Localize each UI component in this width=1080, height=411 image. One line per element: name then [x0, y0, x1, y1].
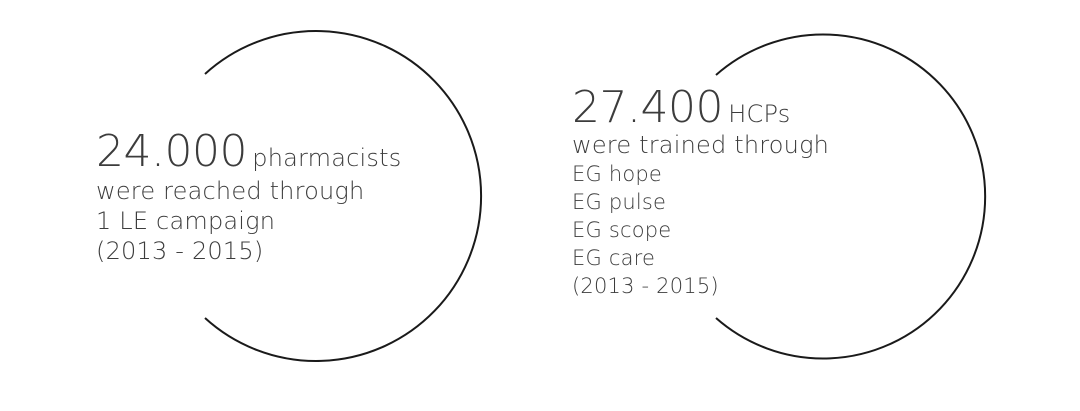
hcps-program-care: EG care — [572, 246, 656, 270]
hcps-stat: 27.400 HCPs were trained through EG hope… — [572, 86, 829, 300]
hcps-headline: 27.400 HCPs — [572, 86, 829, 130]
pharmacists-line-2: 1 LE campaign — [96, 207, 276, 235]
pharmacists-line-3: (2013 - 2015) — [96, 237, 264, 265]
hcps-program-hope: EG hope — [572, 162, 663, 186]
pharmacists-headline: 24.000 pharmacists — [96, 130, 401, 174]
hcps-lead-line: were trained through — [572, 131, 830, 159]
hcps-program-pulse: EG pulse — [572, 190, 667, 214]
left-circle-arc — [204, 30, 483, 362]
right-circle-arc — [715, 33, 987, 360]
hcps-unit: HCPs — [728, 100, 791, 128]
pharmacists-unit: pharmacists — [252, 144, 402, 172]
pharmacists-stat: 24.000 pharmacists were reached through … — [96, 130, 401, 266]
hcps-program-scope: EG scope — [572, 218, 672, 242]
pharmacists-line-1: were reached through — [96, 177, 365, 205]
hcps-number: 27.400 — [572, 82, 723, 133]
hcps-period: (2013 - 2015) — [572, 274, 719, 298]
pharmacists-number: 24.000 — [96, 126, 247, 177]
